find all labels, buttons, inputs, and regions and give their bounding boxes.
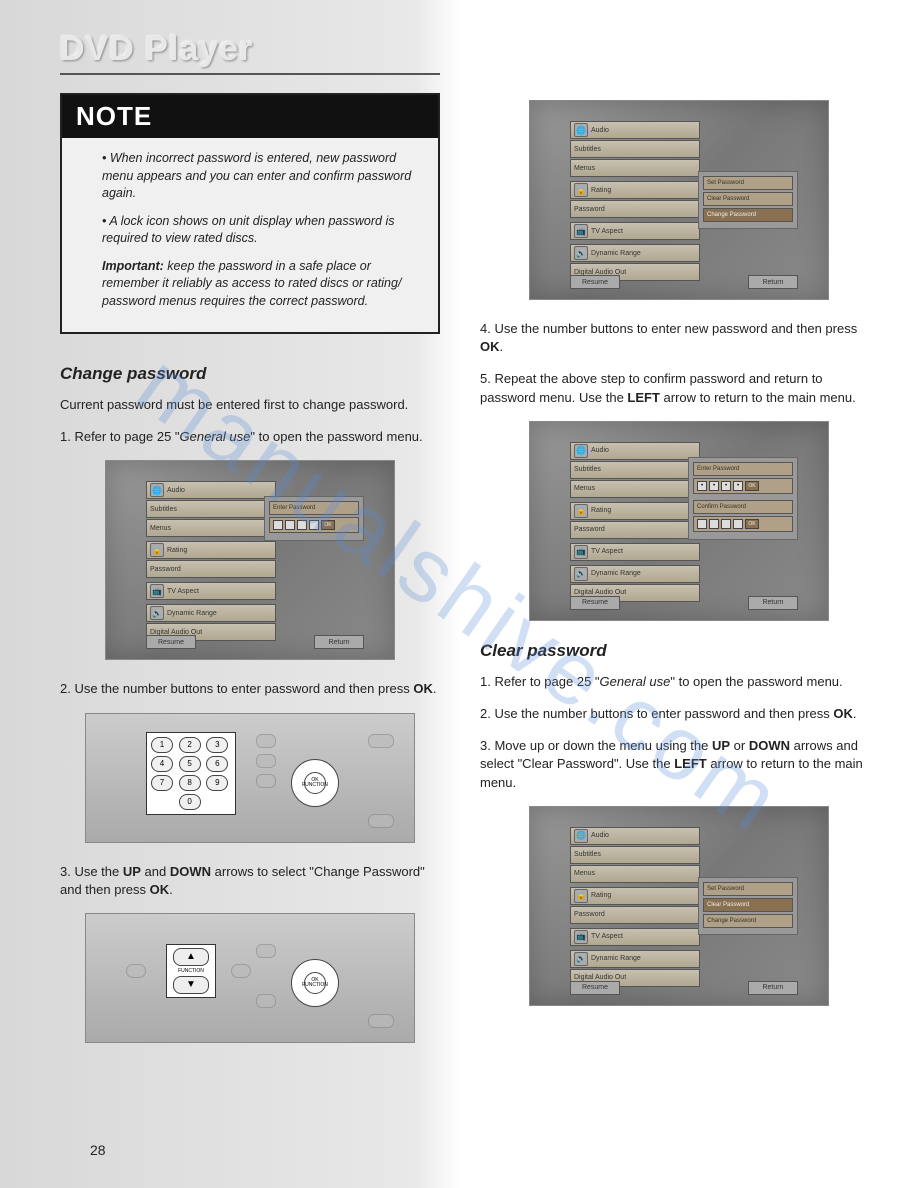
page-number: 28 — [90, 1142, 106, 1158]
ghost-button — [231, 964, 251, 978]
tv-icon: 📺 — [574, 930, 588, 944]
audio-icon: 🔊 — [574, 246, 588, 260]
change-password-step4: 4. Use the number buttons to enter new p… — [480, 320, 878, 356]
screenshot-enter-password: 🌐Audio Subtitles Menus 🔒Rating Password … — [105, 460, 395, 660]
audio-icon: 🔊 — [574, 567, 588, 581]
key-3: 3 — [206, 737, 228, 753]
ghost-button — [256, 994, 276, 1008]
audio-icon: 🔊 — [150, 606, 164, 620]
change-password-step1: 1. Refer to page 25 "General use" to ope… — [60, 428, 440, 446]
key-5: 5 — [179, 756, 201, 772]
remote-keypad: 1 2 3 4 5 6 7 8 9 0 — [146, 732, 236, 815]
down-arrow-button: ▼ — [173, 976, 209, 994]
ghost-button — [368, 1014, 394, 1028]
globe-icon: 🌐 — [574, 123, 588, 137]
remote-ok-dpad: OK FUNCTION — [291, 759, 339, 807]
lock-icon: 🔒 — [150, 543, 164, 557]
clear-password-heading: Clear password — [480, 641, 878, 661]
right-column: 🌐Audio Subtitles Menus 🔒Rating Password … — [460, 0, 918, 1188]
change-password-intro: Current password must be entered first t… — [60, 396, 440, 414]
manual-page: DVD Player NOTE • When incorrect passwor… — [0, 0, 918, 1188]
ghost-button — [368, 814, 394, 828]
key-7: 7 — [151, 775, 173, 791]
osd-menu-list: 🌐Audio Subtitles Menus 🔒Rating Password … — [146, 481, 276, 642]
remote-ok-button-2: OK FUNCTION — [304, 972, 326, 994]
note-bullet-1: • When incorrect password is entered, ne… — [102, 150, 420, 203]
note-bullet-2: • A lock icon shows on unit display when… — [102, 213, 420, 248]
ghost-button — [368, 734, 394, 748]
osd-menu-list-4: 🌐Audio Subtitles Menus 🔒Rating Password … — [570, 827, 700, 988]
osd-clear-password-highlight: Clear Password — [703, 898, 793, 912]
tv-icon: 📺 — [150, 584, 164, 598]
osd-row-audio: 🌐Audio — [146, 481, 276, 499]
osd-change-password-highlight: Change Password — [703, 208, 793, 222]
screenshot-change-password: 🌐Audio Subtitles Menus 🔒Rating Password … — [529, 100, 829, 300]
osd-row-menus: Menus — [146, 519, 276, 537]
osd-resume-button: Resume — [146, 635, 196, 649]
remote-ok-dpad-2: OK FUNCTION — [291, 959, 339, 1007]
osd-return-button: Return — [314, 635, 364, 649]
tv-icon: 📺 — [574, 224, 588, 238]
page-title: DVD Player — [60, 30, 440, 69]
osd-menu-list-3: 🌐Audio Subtitles Menus 🔒Rating Password … — [570, 442, 700, 603]
lock-icon: 🔒 — [574, 504, 588, 518]
tv-icon: 📺 — [574, 545, 588, 559]
key-8: 8 — [179, 775, 201, 791]
osd-right-panel-2: Set Password Clear Password Change Passw… — [698, 171, 798, 229]
globe-icon: 🌐 — [150, 483, 164, 497]
note-body: • When incorrect password is entered, ne… — [62, 138, 438, 332]
change-password-step2: 2. Use the number buttons to enter passw… — [60, 680, 440, 698]
key-4: 4 — [151, 756, 173, 772]
change-password-heading: Change password — [60, 364, 440, 384]
screenshot-clear-password: 🌐Audio Subtitles Menus 🔒Rating Password … — [529, 806, 829, 1006]
key-9: 9 — [206, 775, 228, 791]
osd-menu-list-2: 🌐Audio Subtitles Menus 🔒Rating Password … — [570, 121, 700, 282]
globe-icon: 🌐 — [574, 829, 588, 843]
change-password-step3: 3. Use the UP and DOWN arrows to select … — [60, 863, 440, 899]
key-6: 6 — [206, 756, 228, 772]
note-important: Important: keep the password in a safe p… — [102, 258, 420, 311]
change-password-step5: 5. Repeat the above step to confirm pass… — [480, 370, 878, 406]
key-0: 0 — [179, 794, 201, 810]
lock-icon: 🔒 — [574, 183, 588, 197]
osd-enter-password-label: Enter Password — [269, 501, 359, 515]
osd-ok-button: OK — [321, 520, 335, 530]
title-rule — [60, 73, 440, 75]
osd-password-input: OK — [269, 517, 359, 533]
screenshot-remote-arrows: ▲ FUNCTION ▼ OK FUNCTION — [85, 913, 415, 1043]
osd-right-panel: Enter Password OK — [264, 496, 364, 541]
clear-password-step2: 2. Use the number buttons to enter passw… — [480, 705, 878, 723]
note-header: NOTE — [62, 95, 438, 138]
left-column: DVD Player NOTE • When incorrect passwor… — [0, 0, 460, 1188]
clear-password-step1: 1. Refer to page 25 "General use" to ope… — [480, 673, 878, 691]
osd-right-panel-3: Enter Password •••• OK Confirm Password … — [688, 457, 798, 540]
screenshot-confirm-password: 🌐Audio Subtitles Menus 🔒Rating Password … — [529, 421, 829, 621]
lock-icon: 🔒 — [574, 889, 588, 903]
osd-row-rating: 🔒Rating — [146, 541, 276, 559]
up-arrow-button: ▲ — [173, 948, 209, 966]
ghost-button — [256, 734, 276, 748]
remote-updown: ▲ FUNCTION ▼ — [166, 944, 216, 998]
remote-ok-button: OK FUNCTION — [304, 772, 326, 794]
note-box: NOTE • When incorrect password is entere… — [60, 93, 440, 334]
osd-row-subtitles: Subtitles — [146, 500, 276, 518]
osd-right-panel-4: Set Password Clear Password Change Passw… — [698, 877, 798, 935]
osd-row-tvaspect: 📺TV Aspect — [146, 582, 276, 600]
ghost-button — [256, 944, 276, 958]
osd-row-password: Password — [146, 560, 276, 578]
ghost-button — [126, 964, 146, 978]
ghost-button — [256, 774, 276, 788]
globe-icon: 🌐 — [574, 444, 588, 458]
screenshot-remote-keypad: 1 2 3 4 5 6 7 8 9 0 OK FUNCTION — [85, 713, 415, 843]
ghost-button — [256, 754, 276, 768]
function-label: FUNCTION — [178, 968, 204, 974]
clear-password-step3: 3. Move up or down the menu using the UP… — [480, 737, 878, 792]
key-1: 1 — [151, 737, 173, 753]
osd-row-dynrange: 🔊Dynamic Range — [146, 604, 276, 622]
audio-icon: 🔊 — [574, 952, 588, 966]
key-2: 2 — [179, 737, 201, 753]
note-important-label: Important: — [102, 259, 164, 273]
